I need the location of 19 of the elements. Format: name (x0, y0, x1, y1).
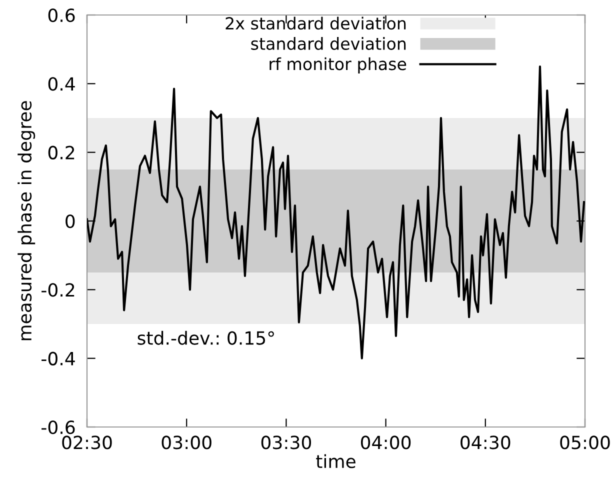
x-tick-label: 04:00 (360, 436, 411, 450)
x-tick-label: 04:30 (460, 436, 510, 450)
y-tick-label: -0.2 (42, 283, 74, 297)
annotation: std.-dev.: 0.15° (138, 330, 274, 345)
y-tick-label: 0.2 (48, 146, 74, 160)
x-axis-title: time (316, 454, 356, 468)
y-tick-label: -0.4 (42, 352, 75, 366)
y-axis-title: measured phase in degree (18, 101, 36, 340)
x-tick-label: 03:30 (261, 436, 312, 450)
x-tick-label: 02:30 (62, 436, 112, 450)
legend-label: rf monitor phase (270, 57, 406, 74)
y-tick-label: -0.6 (42, 420, 75, 434)
legend-label: 2x standard deviation (226, 16, 406, 30)
x-tick-label: 05:00 (560, 436, 610, 450)
y-tick-label: 0 (66, 214, 75, 228)
y-tick-label: 0.6 (48, 8, 75, 22)
x-tick-label: 03:00 (162, 436, 212, 450)
y-tick-label: 0.4 (48, 77, 75, 91)
legend-label: standard deviation (251, 37, 406, 50)
